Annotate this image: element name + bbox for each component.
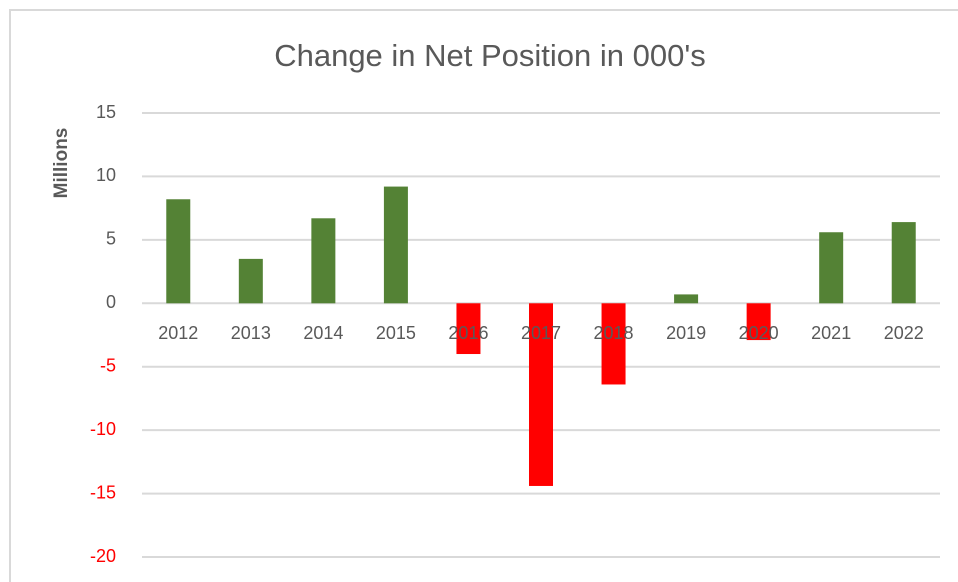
bar [891,222,916,304]
y-tick-label: -20 [90,546,116,566]
x-tick-label: 2012 [158,323,198,343]
bar [383,186,408,304]
x-tick-label: 2022 [884,323,924,343]
chart-frame [9,9,958,582]
bar [166,199,191,304]
bar [311,218,336,304]
x-tick-label: 2018 [594,323,634,343]
y-tick-label: -10 [90,419,116,439]
x-tick-label: 2019 [666,323,706,343]
bar [529,303,553,486]
x-tick-label: 2020 [739,323,779,343]
x-tick-label: 2015 [376,323,416,343]
bar [746,303,771,341]
x-tick-label: 2016 [448,323,488,343]
bar [674,294,699,304]
bar [238,258,263,304]
y-tick-label: 15 [96,102,116,122]
chart-title: Change in Net Position in 000's [274,38,706,73]
y-tick-label: 0 [106,292,116,312]
y-tick-label: 10 [96,165,116,185]
y-tick-label: 5 [106,229,116,249]
x-tick-label: 2014 [303,323,343,343]
bar [456,303,481,355]
y-tick-label: -5 [100,355,116,375]
x-tick-label: 2017 [521,323,561,343]
x-tick-label: 2021 [811,323,851,343]
bar [601,303,626,385]
y-tick-label: -15 [90,482,116,502]
y-axis-title: Millions [51,128,72,199]
bar [819,232,844,304]
x-tick-label: 2013 [231,323,271,343]
